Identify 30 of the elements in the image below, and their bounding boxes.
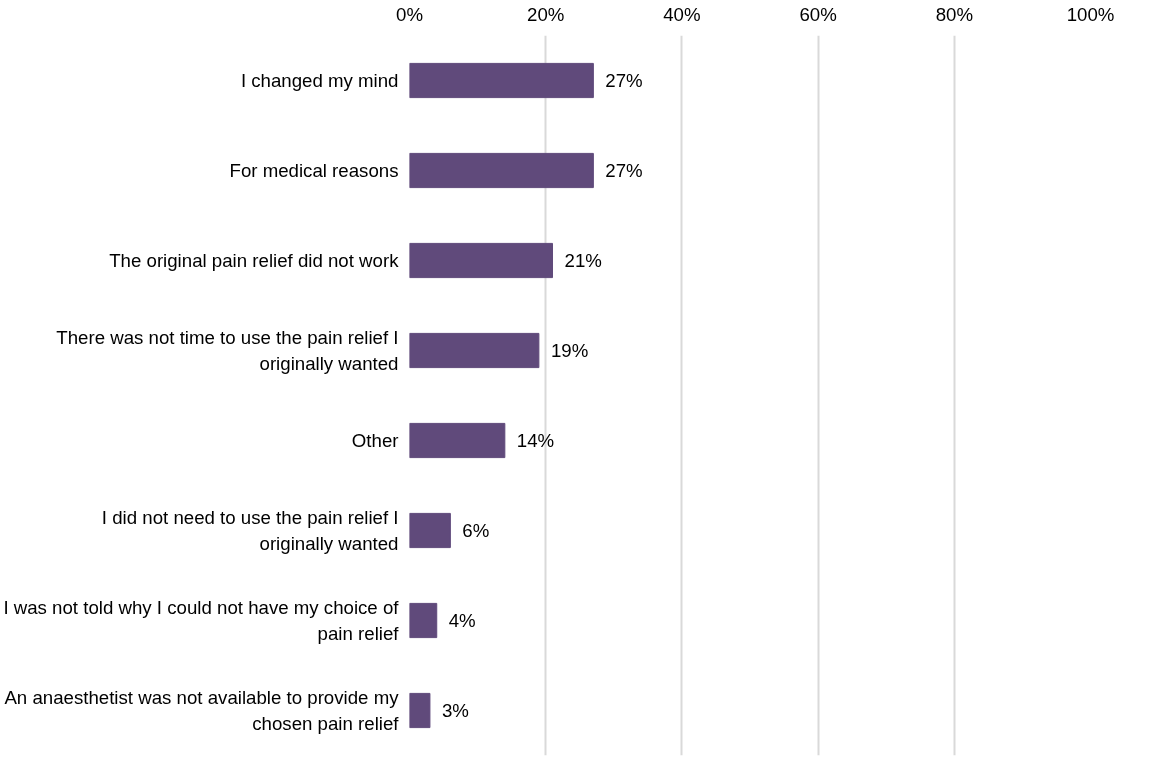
y-tick-label: An anaesthetist was not available to provide my chosen pain relief [4, 687, 400, 734]
y-tick-label: I was not told why I could not have my choice of pain relief [3, 597, 400, 644]
x-tick-label: 80% [935, 3, 973, 25]
x-tick-label: 60% [799, 3, 837, 25]
data-label: 14% [516, 430, 555, 451]
bar [409, 422, 506, 459]
x-tick-label: 100% [1066, 3, 1115, 25]
bar [409, 332, 540, 369]
bar [409, 512, 451, 549]
bar [409, 602, 438, 639]
data-label: 6% [462, 520, 490, 541]
bar [409, 242, 554, 279]
y-tick-label: Other [351, 430, 399, 451]
x-tick-label: 20% [527, 3, 565, 25]
data-label: 27% [605, 160, 643, 181]
bar [409, 152, 594, 189]
bar [409, 62, 594, 99]
y-tick-label: I changed my mind [240, 70, 399, 91]
bar [409, 692, 431, 729]
data-label: 27% [605, 70, 643, 91]
y-tick-label: The original pain relief did not work [109, 250, 400, 271]
x-tick-label: 0% [396, 3, 423, 25]
data-label: 19% [550, 340, 589, 361]
x-tick-label: 40% [663, 3, 701, 25]
y-tick-label: There was not time to use the pain relief I originally wanted [56, 327, 399, 374]
y-tick-label: For medical reasons [229, 160, 399, 181]
data-label: 21% [564, 250, 602, 271]
data-label: 3% [441, 700, 469, 721]
data-label: 4% [448, 610, 476, 631]
y-tick-label: I did not need to use the pain relief I originally wanted [101, 507, 399, 554]
